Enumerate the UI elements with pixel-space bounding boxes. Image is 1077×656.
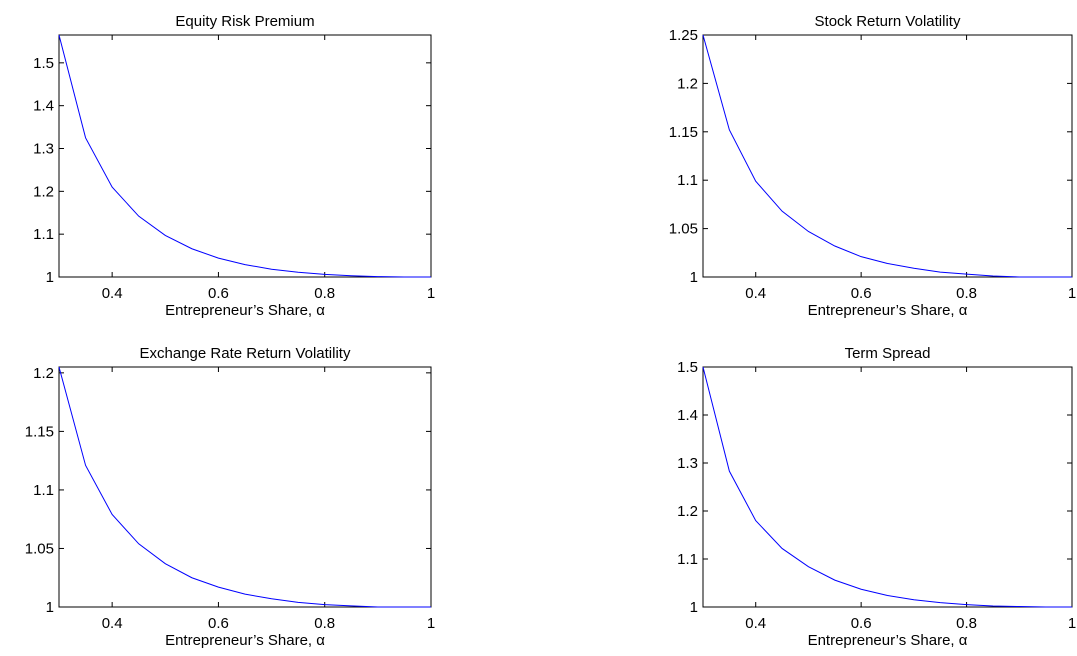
y-tick-label: 1.2	[33, 365, 54, 382]
chart-title: Term Spread	[845, 345, 931, 362]
subplot-1: Equity Risk Premium 0.4 0.6 0.8 1 1 1.1 1.2 1.3 1…	[33, 13, 435, 319]
subplot-3: Exchange Rate Return Volatility 0.4 0.6 0.8…	[25, 345, 435, 649]
y-tick-label: 1.2	[33, 183, 54, 200]
y-tick-label: 1	[46, 269, 54, 286]
x-tick-label: 0.4	[102, 615, 123, 632]
y-tick-label: 1.2	[677, 75, 698, 92]
x-tick-label: 0.8	[314, 615, 335, 632]
x-axis-label: Entrepreneur’s Share, α	[808, 302, 968, 319]
y-tick-label: 1.3	[677, 455, 698, 472]
series-line	[58, 34, 431, 278]
y-tick-label: 1.1	[677, 551, 698, 568]
x-tick-label: 0.8	[956, 285, 977, 302]
x-tick-label: 0.6	[851, 285, 872, 302]
x-tick-label: 0.4	[745, 615, 766, 632]
x-tick-label: 1	[1068, 615, 1076, 632]
chart-title: Stock Return Volatility	[815, 13, 961, 30]
chart-title: Equity Risk Premium	[175, 13, 314, 30]
x-tick-label: 0.4	[745, 285, 766, 302]
x-axis-label: Entrepreneur’s Share, α	[808, 632, 968, 649]
subplot-4: Term Spread 0.4 0.6 0.8 1 1 1.1 1.2 1.3 1.4 1.5 Ent…	[677, 345, 1076, 649]
x-tick-label: 0.6	[208, 285, 229, 302]
x-tick-label: 1	[1068, 285, 1076, 302]
y-tick-label: 1.3	[33, 141, 54, 158]
axes-frame	[58, 366, 432, 608]
y-tick-label: 1.5	[33, 55, 54, 72]
y-tick-label: 1.2	[677, 503, 698, 520]
y-tick-label: 1.15	[25, 423, 54, 440]
x-tick-label: 0.8	[314, 285, 335, 302]
y-tick-label: 1.5	[677, 359, 698, 376]
y-tick-label: 1.1	[677, 172, 698, 189]
y-tick-label: 1.05	[25, 540, 54, 557]
y-tick-label: 1.25	[669, 27, 698, 44]
x-tick-label: 0.6	[851, 615, 872, 632]
chart-title: Exchange Rate Return Volatility	[140, 345, 351, 362]
y-tick-label: 1.15	[669, 124, 698, 141]
y-tick-label: 1.05	[669, 221, 698, 238]
x-tick-label: 1	[427, 615, 435, 632]
axes-frame	[702, 34, 1073, 278]
y-tick-label: 1	[46, 599, 54, 616]
axes-frame	[58, 34, 432, 278]
y-tick-label: 1	[690, 599, 698, 616]
series-line	[702, 34, 1072, 278]
y-tick-label: 1.1	[33, 482, 54, 499]
x-tick-label: 1	[427, 285, 435, 302]
y-tick-label: 1	[690, 269, 698, 286]
x-axis-label: Entrepreneur’s Share, α	[165, 302, 325, 319]
x-axis-label: Entrepreneur’s Share, α	[165, 632, 325, 649]
series-line	[702, 366, 1072, 608]
y-tick-label: 1.4	[33, 98, 54, 115]
x-tick-label: 0.4	[102, 285, 123, 302]
subplot-2: Stock Return Volatility 0.4 0.6 0.8 1 1 1.05 1.…	[669, 13, 1076, 319]
y-tick-label: 1.1	[33, 226, 54, 243]
axes-frame	[702, 366, 1073, 608]
x-tick-label: 0.8	[956, 615, 977, 632]
y-tick-label: 1.4	[677, 407, 698, 424]
series-line	[58, 366, 431, 608]
x-tick-label: 0.6	[208, 615, 229, 632]
